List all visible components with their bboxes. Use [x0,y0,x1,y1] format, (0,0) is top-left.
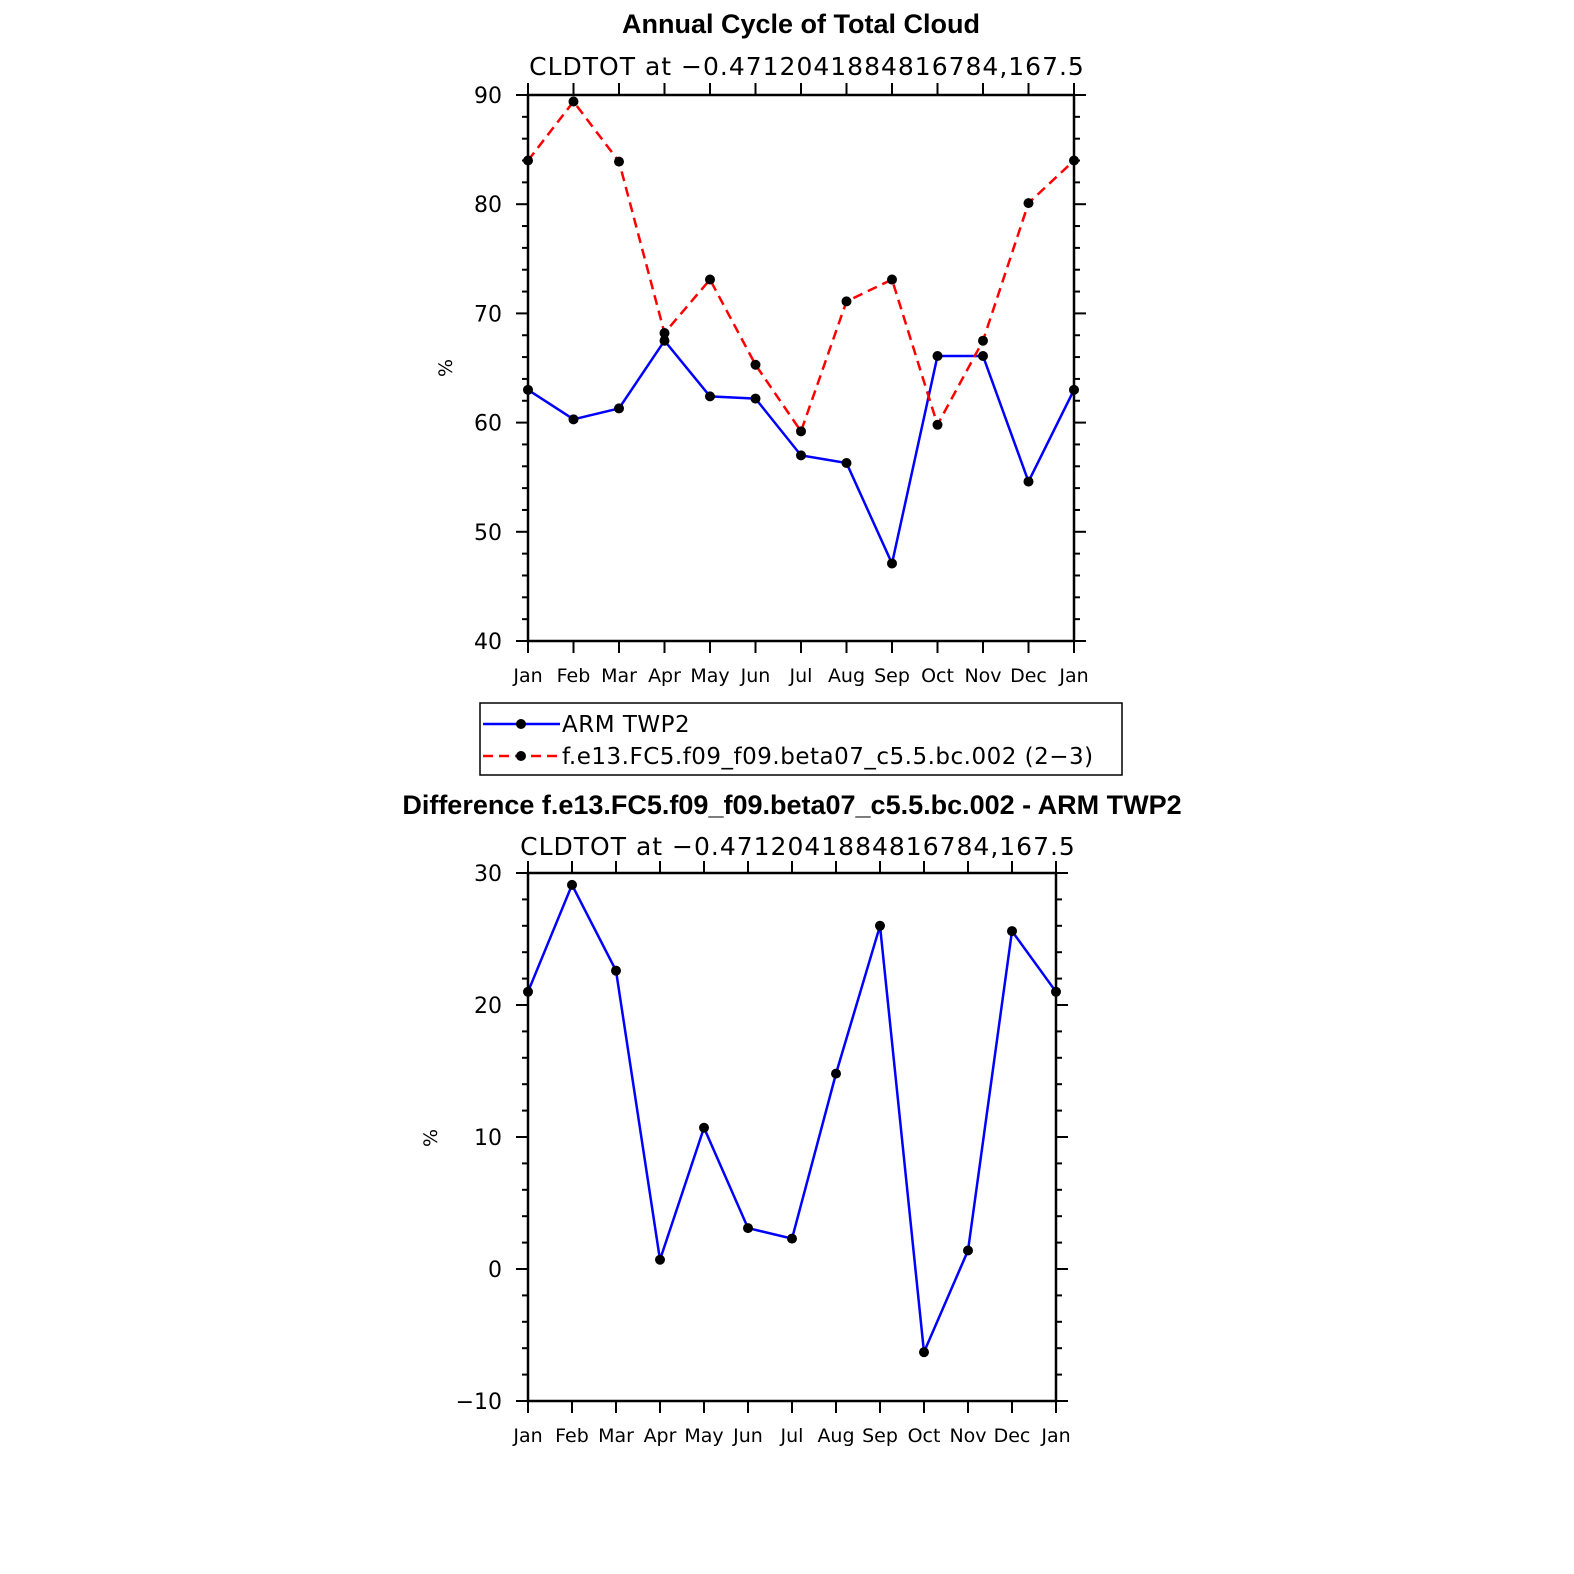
data-point [887,274,897,285]
data-point [887,558,897,569]
x-tick-label: Mar [601,665,637,687]
x-tick-label: Jan [512,1425,542,1447]
data-point [568,414,579,425]
data-point [978,350,988,361]
y-tick-label: 0 [488,1258,502,1283]
legend-marker-model [516,751,526,761]
data-point [932,350,943,361]
data-point [705,274,715,285]
data-point [963,1245,973,1256]
legend-box [479,702,1123,776]
data-point [699,1122,709,1133]
x-tick-label: Jan [512,665,542,687]
data-point [841,296,852,307]
chart-title: Difference f.e13.FC5.f09_f09.beta07_c5.5… [402,790,1181,820]
x-tick-label: Feb [557,665,591,687]
data-point [919,1347,929,1358]
data-point [787,1233,797,1244]
difference-chart: Difference f.e13.FC5.f09_f09.beta07_c5.5… [402,790,1181,1447]
x-tick-label: Jul [789,665,813,687]
y-tick-label: 20 [474,994,502,1019]
x-tick-label: Jul [780,1425,804,1447]
x-tick-label: Jun [732,1425,763,1447]
x-tick-label: Apr [644,1425,677,1447]
x-tick-label: May [684,1425,723,1447]
data-point [614,156,624,167]
y-tick-label: 40 [474,630,502,655]
x-tick-label: Apr [648,665,681,687]
data-point [568,96,579,107]
x-tick-label: Dec [994,1425,1031,1447]
data-point [567,879,577,890]
y-tick-label: 30 [474,862,502,887]
data-point [841,458,852,469]
legend-item-arm: ARM TWP2 [483,712,690,738]
data-point [614,403,624,414]
x-tick-label: Oct [921,665,954,687]
x-tick-label: Dec [1010,665,1047,687]
y-tick-label: 80 [474,193,502,218]
data-point [750,393,761,404]
data-point [796,426,806,437]
y-tick-label: 50 [474,521,502,546]
legend-item-model: f.e13.FC5.f09_f09.beta07_c5.5.bc.002 (2−… [483,744,1094,770]
data-point [611,965,621,976]
x-tick-label: Jan [1058,665,1088,687]
data-point [932,419,943,430]
x-tick-label: Jan [1040,1425,1070,1447]
data-point [743,1223,753,1234]
data-point [875,920,885,931]
data-point [655,1254,665,1265]
y-tick-label: 70 [474,302,502,327]
data-point [750,359,761,370]
x-tick-label: Nov [964,665,1001,687]
legend-marker-arm [516,719,526,729]
x-tick-label: Aug [828,665,865,687]
data-point [831,1068,841,1079]
legend: ARM TWP2 f.e13.FC5.f09_f09.beta07_c5.5.b… [479,702,1123,776]
legend-label-arm: ARM TWP2 [562,712,690,738]
x-tick-label: Sep [874,665,910,687]
x-tick-label: Oct [908,1425,941,1447]
x-tick-label: May [690,665,729,687]
x-tick-label: Jun [740,665,771,687]
x-tick-label: Sep [862,1425,898,1447]
x-tick-label: Mar [598,1425,634,1447]
chart-title: Annual Cycle of Total Cloud [622,9,980,39]
annual-cycle-chart: Annual Cycle of Total Cloud CLDTOT at −0… [435,9,1089,687]
y-tick-label: 60 [474,412,502,437]
data-point [659,335,670,346]
chart-subtitle: CLDTOT at −0.4712041884816784,167.5 [529,52,1085,81]
data-point [1023,198,1034,209]
y-axis-label: % [435,359,457,377]
y-tick-label: −10 [456,1390,502,1415]
data-point [978,335,988,346]
data-point [1007,926,1017,937]
plot-frame [526,93,1076,643]
x-tick-label: Aug [817,1425,854,1447]
legend-label-model: f.e13.FC5.f09_f09.beta07_c5.5.bc.002 (2−… [562,744,1094,770]
y-tick-label: 10 [474,1126,502,1151]
chart-subtitle: CLDTOT at −0.4712041884816784,167.5 [520,832,1076,861]
y-axis-label: % [420,1129,442,1147]
data-point [705,391,715,402]
series-line-0 [526,881,1058,1358]
x-tick-label: Nov [949,1425,986,1447]
y-tick-label: 90 [474,84,502,109]
data-point [1023,476,1034,487]
x-tick-label: Feb [555,1425,589,1447]
data-point [659,328,670,339]
plot-frame [526,871,1058,1403]
data-point [796,450,806,461]
